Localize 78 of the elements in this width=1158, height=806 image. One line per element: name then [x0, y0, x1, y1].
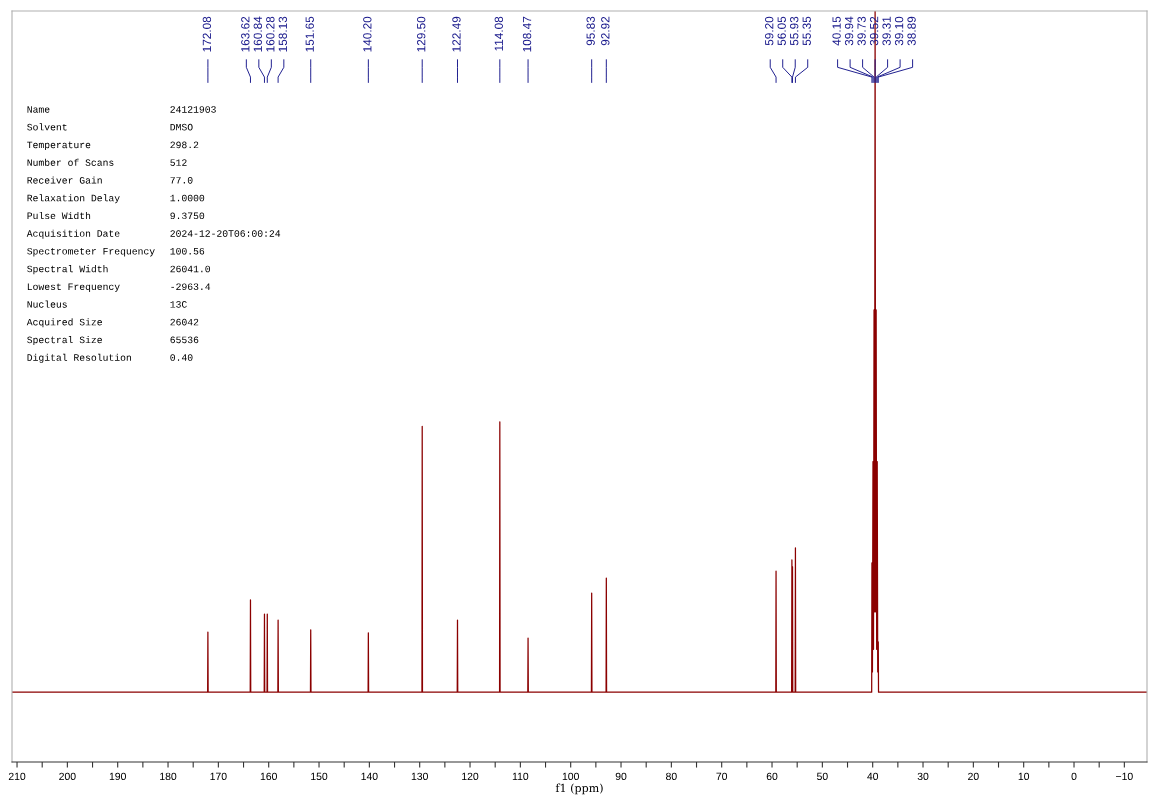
annotation: 122.49	[452, 16, 461, 52]
annotation: 92.92	[601, 16, 610, 46]
annotation: 114.08	[494, 16, 503, 51]
annotation: Spectral Size	[27, 336, 102, 346]
annotation: Receiver Gain	[27, 176, 102, 184]
x-tick-label: 140	[361, 772, 378, 781]
annotation: 100.56	[170, 247, 205, 255]
annotation: Solvent	[27, 123, 67, 131]
annotation: 2024-12-20T06:00:24	[170, 230, 281, 237]
x-tick-label: 190	[109, 772, 126, 781]
annotation: 0.40	[170, 354, 193, 361]
annotation: 13C	[170, 301, 187, 308]
annotation: 59.20	[765, 16, 774, 46]
annotation: 172.08	[202, 16, 212, 52]
annotation: 1.0000	[170, 194, 205, 202]
x-tick-label: 60	[766, 772, 778, 781]
x-tick-label: 40	[867, 772, 879, 781]
annotation: 298.2	[170, 141, 199, 149]
annotation: 56.05	[777, 16, 786, 46]
annotation: 39.31	[882, 16, 891, 46]
annotation: 160.28	[266, 16, 275, 52]
annotation: 163.62	[241, 16, 250, 52]
x-tick-label: 80	[666, 772, 677, 781]
annotation: Nucleus	[27, 300, 67, 308]
annotation: 40.15	[832, 16, 841, 46]
annotation: 55.35	[802, 16, 811, 46]
annotation: DMSO	[170, 123, 193, 131]
x-tick-label: 120	[462, 772, 479, 781]
annotation: 151.65	[305, 16, 314, 52]
annotation: Acquired Size	[26, 318, 102, 328]
annotation: Relaxation Delay	[27, 194, 120, 204]
x-tick-label: 30	[917, 772, 929, 781]
annotation: Digital Resolution	[27, 353, 131, 363]
annotation: 39.10	[894, 16, 904, 46]
annotation: 39.94	[844, 16, 854, 46]
annotation: 24121903	[170, 106, 216, 113]
x-tick-label: 50	[816, 772, 828, 781]
x-tick-label: 0	[1071, 772, 1077, 781]
annotation: 55.93	[790, 16, 799, 46]
x-axis-title: f1 (ppm)	[555, 783, 603, 795]
annotation: 39.52	[869, 16, 879, 46]
annotation: 512	[170, 159, 187, 166]
x-tick-label: 100	[562, 772, 579, 781]
annotation: 38.89	[907, 16, 916, 46]
x-tick-label: 90	[615, 772, 627, 781]
x-tick-label: 210	[8, 772, 26, 781]
annotation: Pulse Width	[27, 211, 91, 220]
x-tick-label: 110	[512, 772, 529, 781]
annotation: 77.0	[170, 177, 193, 184]
annotation: Acquisition Date	[26, 229, 120, 239]
annotation: 65536	[170, 336, 199, 344]
annotation: 26041.0	[170, 265, 211, 273]
annotation: Number of Scans	[27, 158, 114, 166]
x-tick-label: 180	[160, 772, 177, 781]
annotation: 158.13	[278, 16, 287, 52]
annotation: Spectrometer Frequency	[27, 247, 155, 257]
x-tick-label: −10	[1116, 772, 1133, 781]
x-tick-label: 160	[260, 772, 277, 781]
x-tick-label: 10	[1018, 772, 1030, 781]
annotation: 108.47	[522, 16, 532, 52]
annotation: 26042	[170, 318, 199, 326]
x-tick-label: 70	[716, 772, 728, 781]
annotation: 140.20	[363, 16, 372, 52]
annotation: Temperature	[27, 141, 91, 151]
annotation: Name	[27, 106, 50, 113]
x-tick-label: 150	[311, 772, 328, 781]
x-tick-label: 20	[968, 772, 979, 781]
x-tick-label: 200	[59, 772, 76, 781]
annotation: Lowest Frequency	[27, 283, 120, 292]
x-tick-label: 170	[210, 772, 227, 781]
annotation: 129.50	[417, 16, 426, 52]
annotation: 160.84	[253, 16, 262, 52]
annotation: -2963.4	[171, 283, 211, 290]
annotation: 9.3750	[170, 212, 205, 220]
annotation: 39.73	[857, 16, 866, 46]
annotation: Spectral Width	[27, 265, 108, 275]
annotation: 95.83	[586, 16, 595, 46]
x-tick-label: 130	[411, 772, 428, 781]
